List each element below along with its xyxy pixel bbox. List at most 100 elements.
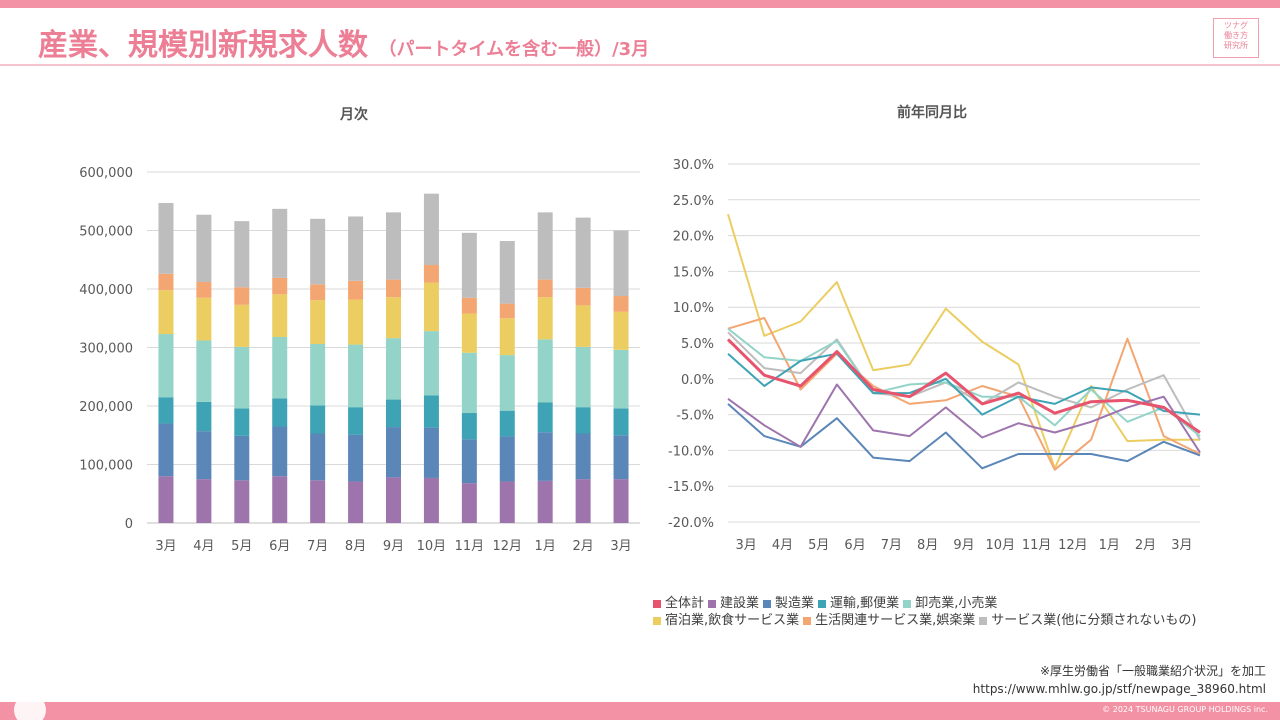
bar-segment-life_services (386, 279, 401, 298)
x-tick-label: 4月 (193, 539, 214, 554)
bar-segment-other_services (348, 216, 364, 281)
line-series-construction (727, 383, 1201, 454)
bar-segment-transport (461, 413, 477, 440)
legend-swatch (979, 616, 988, 625)
bar-segment-hospitality (234, 304, 250, 347)
logo-line: ツナグ (1224, 21, 1248, 30)
x-tick-label: 1月 (1099, 538, 1120, 553)
y-tick-label: 100,000 (79, 459, 133, 474)
bar-segment-hospitality (613, 311, 629, 350)
bar-segment-other_services (423, 193, 439, 266)
bar-segment-manufacturing (158, 423, 174, 477)
legend-label: 全体計 (665, 596, 705, 611)
legend-label: サービス業(他に分類されないもの) (991, 613, 1197, 628)
x-tick-label: 6月 (269, 539, 290, 554)
page-number-badge (14, 694, 46, 726)
line-chart-title: 前年同月比 (897, 105, 967, 121)
legend-label: 製造業 (775, 596, 815, 611)
x-tick-label: 3月 (1171, 538, 1192, 553)
bar-segment-manufacturing (537, 432, 553, 481)
bar-segment-hospitality (575, 305, 591, 347)
legend-item-life_services: 生活関連サービス業,娯楽業 (803, 612, 975, 629)
bar-segment-life_services (537, 279, 553, 298)
bar-segment-retail (158, 334, 174, 398)
bar-segment-construction (423, 477, 439, 523)
bar-segment-construction (537, 480, 553, 523)
bar-segment-other_services (196, 214, 212, 282)
bar-segment-construction (196, 479, 212, 523)
legend-item-other_services: サービス業(他に分類されないもの) (979, 612, 1196, 629)
bar-segment-other_services (272, 208, 288, 278)
y-tick-label: 15.0% (673, 265, 714, 280)
page-title-subtitle: （パートタイムを含む一般）/3月 (378, 39, 650, 60)
bar-segment-hospitality (272, 294, 288, 337)
copyright: © 2024 TSUNAGU GROUP HOLDINGS inc. (1102, 705, 1268, 714)
bar-segment-life_services (158, 273, 174, 291)
x-tick-label: 3月 (155, 539, 176, 554)
bar-segment-construction (575, 479, 591, 523)
x-tick-label: 8月 (917, 538, 938, 553)
bar-segment-life_services (234, 287, 250, 305)
logo-line: 研究所 (1224, 41, 1248, 50)
y-tick-label: 0.0% (681, 373, 714, 388)
bar-segment-other_services (575, 217, 591, 288)
bar-segment-construction (461, 483, 477, 523)
bar-segment-other_services (499, 241, 515, 304)
y-tick-label: 20.0% (673, 230, 714, 245)
logo-line: 働き方 (1224, 31, 1248, 40)
bar-segment-hospitality (537, 297, 553, 340)
bar-segment-transport (158, 397, 174, 424)
line-series-hospitality (727, 213, 1200, 470)
bar-segment-transport (499, 410, 515, 437)
bar-segment-transport (575, 407, 591, 434)
bar-segment-manufacturing (234, 435, 250, 481)
y-tick-label: 200,000 (79, 400, 133, 415)
bar-chart-title: 月次 (340, 107, 368, 123)
x-tick-label: 4月 (772, 538, 793, 553)
bar-segment-construction (272, 476, 288, 523)
line-chart-legend: 全体計 建設業 製造業 運輸,郵便業 卸売業,小売業 宿泊業,飲食サービス業 生活関連サー… (653, 595, 1200, 629)
bar-segment-construction (348, 481, 364, 523)
bar-segment-retail (575, 346, 591, 408)
legend-item-total: 全体計 (653, 595, 704, 612)
y-tick-label: 5.0% (681, 337, 714, 352)
bar-segment-construction (234, 480, 250, 523)
bar-segment-other_services (537, 212, 553, 280)
bar-segment-manufacturing (272, 426, 288, 477)
bar-segment-other_services (386, 212, 401, 280)
legend-label: 卸売業,小売業 (915, 596, 998, 611)
bar-segment-other_services (461, 232, 477, 298)
legend-item-retail: 卸売業,小売業 (903, 595, 997, 612)
bar-segment-hospitality (310, 300, 326, 344)
y-tick-label: -10.0% (668, 444, 714, 459)
source-line: ※厚生労働省「一般職業紹介状況」を加工 (1039, 664, 1266, 678)
bar-segment-transport (348, 407, 364, 435)
bar-segment-manufacturing (423, 427, 439, 478)
legend-swatch (903, 599, 912, 608)
line-series-other_services (727, 331, 1201, 441)
bar-segment-other_services (234, 221, 250, 288)
x-tick-label: 6月 (844, 538, 865, 553)
bar-segment-transport (234, 408, 250, 436)
brand-logo: ツナグ 働き方 研究所 (1213, 18, 1259, 58)
bar-segment-manufacturing (613, 435, 629, 480)
top-accent-bar (0, 0, 1280, 8)
bar-segment-life_services (575, 287, 591, 306)
x-tick-label: 2月 (1135, 538, 1156, 553)
bar-segment-life_services (613, 296, 629, 312)
legend-label: 運輸,郵便業 (830, 596, 900, 611)
bar-segment-construction (386, 477, 401, 523)
page-title-main: 産業、規模別新規求人数 (38, 28, 368, 63)
bar-segment-construction (613, 479, 629, 523)
title-divider (0, 64, 1280, 66)
bar-segment-retail (386, 338, 401, 400)
x-tick-label: 8月 (345, 539, 366, 554)
legend-label: 生活関連サービス業,娯楽業 (815, 613, 976, 628)
bar-segment-other_services (613, 230, 629, 297)
bar-segment-construction (158, 476, 174, 523)
bar-segment-transport (537, 402, 553, 433)
line-series-total (726, 338, 1201, 434)
legend-label: 建設業 (720, 596, 760, 611)
bar-segment-construction (499, 481, 515, 523)
legend-item-manufacturing: 製造業 (763, 595, 814, 612)
